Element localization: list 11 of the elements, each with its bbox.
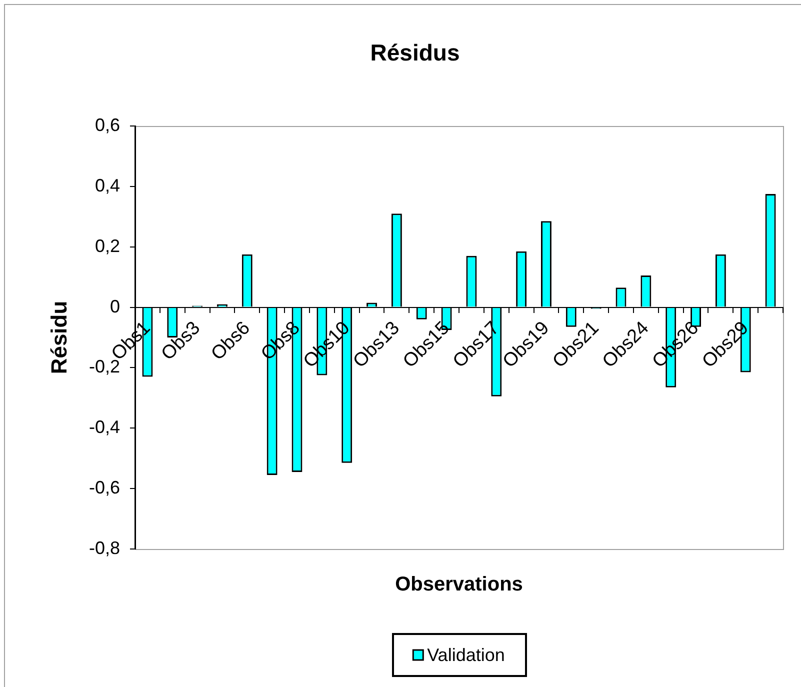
y-tick-label: -0,8 (88, 538, 120, 558)
y-axis-title: Résidu (46, 300, 72, 374)
chart-title: Résidus (370, 39, 460, 66)
y-tick-label: -0,6 (88, 478, 120, 498)
legend-label: Validation (427, 644, 505, 665)
y-tick-label: 0,6 (94, 114, 120, 135)
y-tick-label: 0,4 (94, 175, 120, 196)
y-tick-label: 0,2 (94, 236, 120, 256)
y-tick-label: -0,4 (88, 417, 120, 438)
y-tick-label: 0 (110, 296, 120, 316)
x-axis-title: Observations (395, 574, 523, 596)
